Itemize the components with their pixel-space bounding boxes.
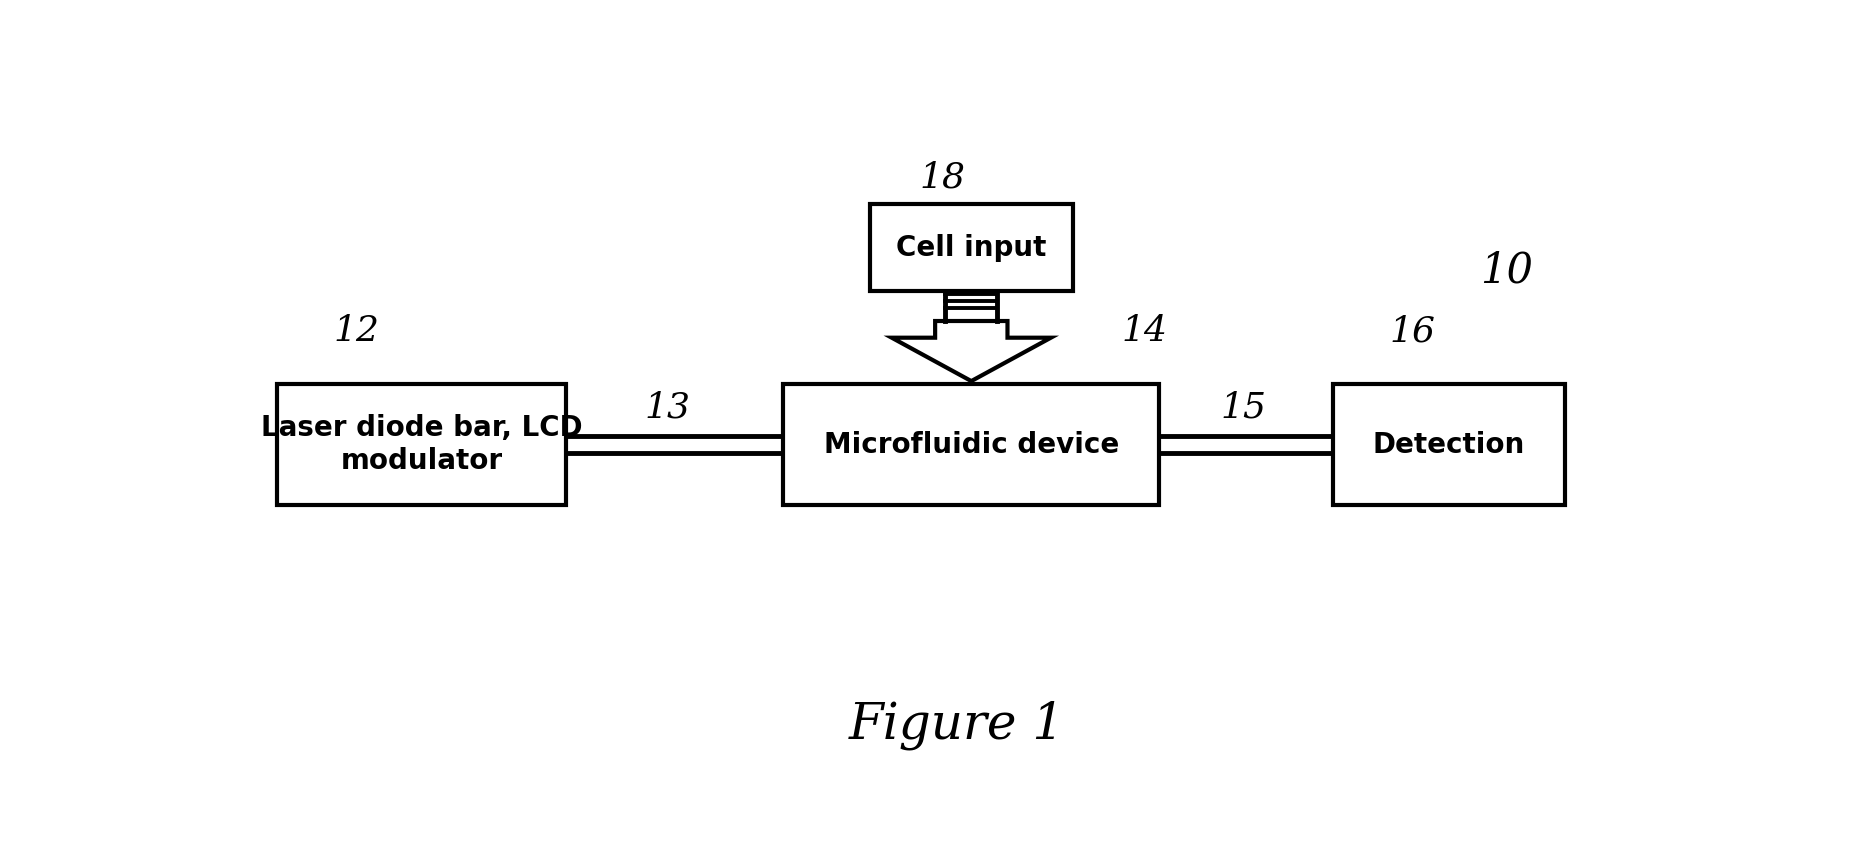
Text: Cell input: Cell input bbox=[896, 233, 1047, 262]
Text: 12: 12 bbox=[334, 314, 379, 348]
Text: 13: 13 bbox=[644, 391, 691, 425]
Bar bbox=[1333, 384, 1565, 505]
Bar bbox=[276, 384, 566, 505]
Text: Microfluidic device: Microfluidic device bbox=[823, 431, 1118, 459]
Bar bbox=[784, 384, 1159, 505]
Text: Detection: Detection bbox=[1372, 431, 1525, 459]
Bar bbox=[870, 204, 1074, 291]
Polygon shape bbox=[892, 321, 1051, 381]
Text: 10: 10 bbox=[1481, 250, 1533, 292]
Text: 16: 16 bbox=[1389, 314, 1436, 348]
Text: 15: 15 bbox=[1221, 391, 1266, 425]
Text: 14: 14 bbox=[1122, 314, 1169, 348]
Text: Laser diode bar, LCD
modulator: Laser diode bar, LCD modulator bbox=[261, 414, 583, 475]
Text: Figure 1: Figure 1 bbox=[849, 701, 1064, 750]
Text: 18: 18 bbox=[919, 160, 965, 194]
